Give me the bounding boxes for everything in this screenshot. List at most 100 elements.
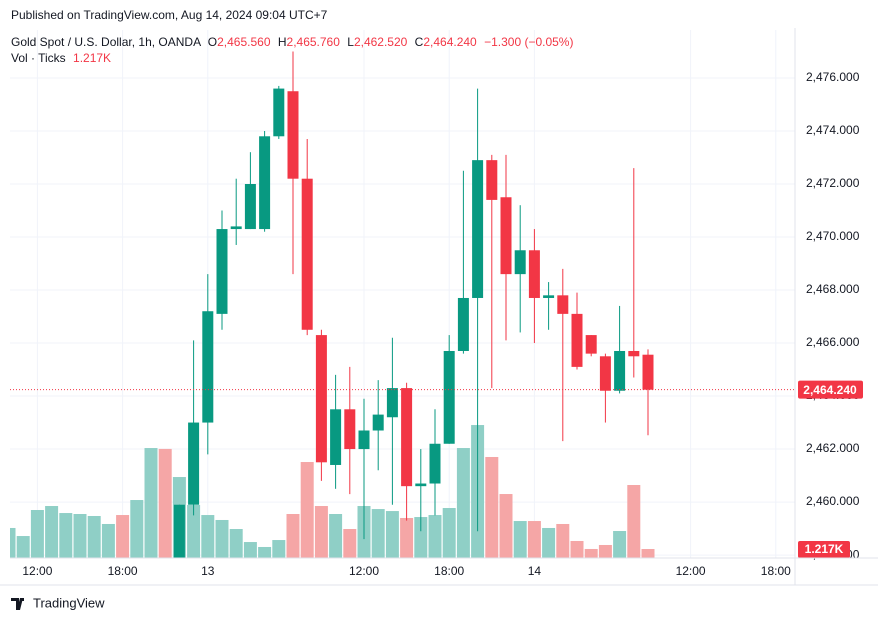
x-tick-label: 13 xyxy=(201,564,215,578)
volume-bar xyxy=(130,500,144,558)
candle-body xyxy=(500,197,512,275)
volume-bar xyxy=(272,540,286,558)
x-tick-label: 14 xyxy=(528,564,542,578)
volume-bar xyxy=(16,536,30,558)
ohlc-value: 2,462.520 xyxy=(353,35,408,49)
candle-body xyxy=(386,388,398,418)
last-price-label: 2,464.240 xyxy=(803,383,857,397)
volume-bar xyxy=(456,448,470,558)
candle-body xyxy=(571,313,583,367)
volume-bar xyxy=(542,527,556,558)
candle-body xyxy=(543,295,555,298)
ohlc-key: O xyxy=(207,35,218,49)
candle-body xyxy=(273,88,285,137)
last-volume-box xyxy=(798,541,850,559)
candle-body xyxy=(614,350,626,391)
volume-bar xyxy=(485,456,499,558)
volume-bar xyxy=(30,510,44,558)
x-tick-label: 18:00 xyxy=(761,564,791,578)
x-tick-label: 18:00 xyxy=(434,564,464,578)
x-tick-label: 12:00 xyxy=(676,564,706,578)
ohlc-value: 2,464.240 xyxy=(423,35,477,49)
volume-bar xyxy=(371,509,385,558)
volume-bar xyxy=(627,485,641,558)
axes: 2,458.0002,460.0002,462.0002,464.0002,46… xyxy=(0,28,878,586)
candle-body xyxy=(457,297,469,351)
volume-pane xyxy=(10,425,655,558)
volume-bar xyxy=(201,515,215,558)
y-tick-label: 2,472.000 xyxy=(806,176,860,190)
candle-body xyxy=(358,430,370,450)
volume-bar xyxy=(400,517,414,558)
volume-bar xyxy=(215,519,229,558)
candle-body xyxy=(230,226,242,230)
volume-bar xyxy=(45,506,59,558)
volume-bar xyxy=(598,544,612,558)
volume-bar xyxy=(243,542,257,558)
volume-bar xyxy=(570,540,584,558)
candle-body xyxy=(628,350,640,357)
volume-label: Vol · Ticks xyxy=(11,51,66,65)
volume-bar xyxy=(258,546,272,558)
volume-bar xyxy=(59,513,73,558)
candle-body xyxy=(259,136,271,230)
volume-bar xyxy=(229,529,243,558)
candle-body xyxy=(514,250,526,275)
y-tick-label: 2,460.000 xyxy=(806,494,860,508)
volume-bar xyxy=(158,448,172,558)
symbol: Gold Spot / U.S. Dollar, 1h, OANDA xyxy=(11,35,201,49)
candle-body xyxy=(216,229,228,314)
published: Published on TradingView.com, Aug 14, 20… xyxy=(11,8,328,22)
ohlc-key: H xyxy=(277,35,287,49)
x-tick-label: 12:00 xyxy=(22,564,52,578)
candles xyxy=(173,51,654,558)
candle-body xyxy=(642,354,654,390)
volume-bar xyxy=(10,527,16,558)
candle-body xyxy=(173,504,185,558)
candle-body xyxy=(557,295,569,314)
volume-bar xyxy=(101,523,115,558)
ohlc-key: C xyxy=(414,35,424,49)
volume-bar xyxy=(428,515,442,558)
volume-legend: Vol · Ticks 1.217K xyxy=(11,51,111,65)
x-tick-label: 18:00 xyxy=(108,564,138,578)
volume-bar xyxy=(513,521,527,558)
volume-bar xyxy=(144,448,158,558)
volume-bar xyxy=(414,517,428,558)
candle-body xyxy=(472,160,484,298)
volume-bar xyxy=(556,523,570,558)
candle-body xyxy=(344,409,356,450)
volume-bar xyxy=(442,508,456,558)
y-tick-label: 2,462.000 xyxy=(806,441,860,455)
candle-body xyxy=(486,160,498,200)
volume-bar xyxy=(73,514,87,558)
candle-body xyxy=(287,91,299,179)
candle-body xyxy=(330,409,342,465)
change: −1.300 (−0.05%) xyxy=(484,35,574,49)
volume-bar xyxy=(300,462,314,558)
volume-bar xyxy=(584,548,598,558)
last-volume-label: 1.217K xyxy=(805,542,844,556)
candle-body xyxy=(429,443,441,484)
volume-bar xyxy=(641,549,655,558)
candle-body xyxy=(585,335,597,354)
volume-bar xyxy=(187,504,201,558)
volume-bar xyxy=(116,515,130,558)
volume-value: 1.217K xyxy=(73,51,112,65)
candle-body xyxy=(244,184,256,230)
candle-body xyxy=(202,311,214,423)
logo-icon xyxy=(11,598,24,610)
volume-bar xyxy=(314,506,328,558)
ohlc-value: 2,465.760 xyxy=(286,35,340,49)
volume-bar xyxy=(286,514,300,558)
candle-body xyxy=(443,350,455,444)
logo-text: TradingView xyxy=(33,595,105,610)
candle-body xyxy=(599,356,611,391)
x-tick-label: 12:00 xyxy=(349,564,379,578)
volume-bar xyxy=(613,531,627,558)
ohlc-key: L xyxy=(347,35,354,49)
volume-bar xyxy=(499,494,513,558)
volume-bar xyxy=(329,514,343,558)
y-tick-label: 2,476.000 xyxy=(806,70,860,84)
